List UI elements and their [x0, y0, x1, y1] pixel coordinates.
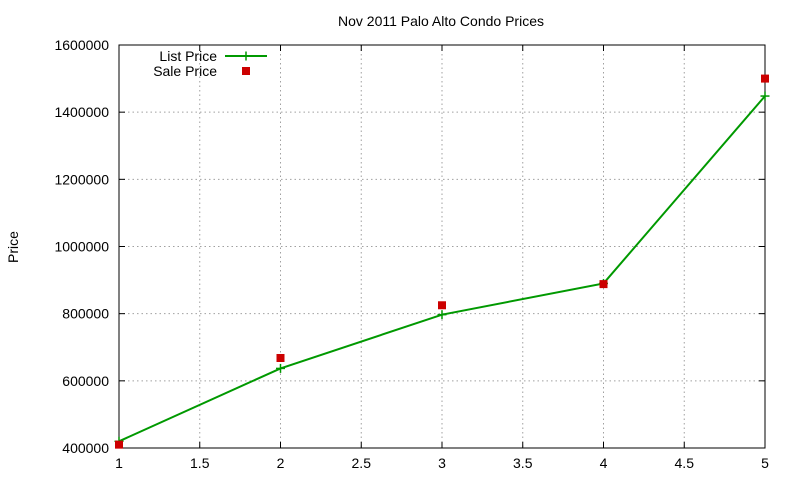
legend-marker: [241, 51, 251, 61]
x-tick-label: 4: [600, 455, 608, 471]
x-tick-label: 3: [438, 455, 446, 471]
y-axis-tick-labels: 400000 600000 800000 1000000 1200000 1400000 1…: [54, 37, 109, 456]
y-tick-label: 1400000: [54, 104, 109, 120]
y-tick-label: 800000: [62, 306, 109, 322]
grid-lines: [119, 45, 765, 448]
x-tick-label: 4.5: [675, 455, 695, 471]
legend: List Price Sale Price: [153, 48, 267, 79]
axis-ticks: [118, 44, 766, 449]
data-point-sale-price: [599, 280, 608, 289]
legend-swatch-list-price: [225, 51, 267, 61]
data-point-list-price: [760, 91, 770, 101]
chart-title: Nov 2011 Palo Alto Condo Prices: [338, 13, 544, 29]
series-line-list-price: [118, 95, 766, 443]
data-point-sale-price: [276, 353, 285, 362]
y-tick-label: 1200000: [54, 171, 109, 187]
legend-label-sale-price: Sale Price: [153, 63, 217, 79]
data-point-list-price: [276, 363, 285, 373]
y-tick-label: 1600000: [54, 37, 109, 53]
data-point-sale-price: [761, 74, 769, 83]
y-tick-label: 600000: [62, 373, 109, 389]
x-tick-label: 2.5: [352, 455, 372, 471]
y-axis-label: Price: [5, 231, 21, 263]
data-point-sale-price: [115, 440, 123, 449]
series-sale-price: [115, 74, 769, 449]
data-point-list-price: [437, 310, 447, 320]
x-tick-label: 1: [115, 455, 123, 471]
data-series: [114, 74, 770, 449]
x-tick-label: 3.5: [513, 455, 533, 471]
x-tick-label: 1.5: [190, 455, 210, 471]
y-tick-label: 400000: [62, 440, 109, 456]
data-point-sale-price: [438, 301, 446, 310]
x-tick-label: 2: [277, 455, 285, 471]
legend-label-list-price: List Price: [159, 48, 217, 64]
x-tick-label: 5: [761, 455, 769, 471]
x-axis-tick-labels: 1 1.5 2 2.5 3 3.5 4 4.5 5: [115, 455, 769, 471]
legend-swatch-sale-price: [242, 67, 250, 75]
y-tick-label: 1000000: [54, 239, 109, 255]
legend-marker: [242, 67, 250, 75]
